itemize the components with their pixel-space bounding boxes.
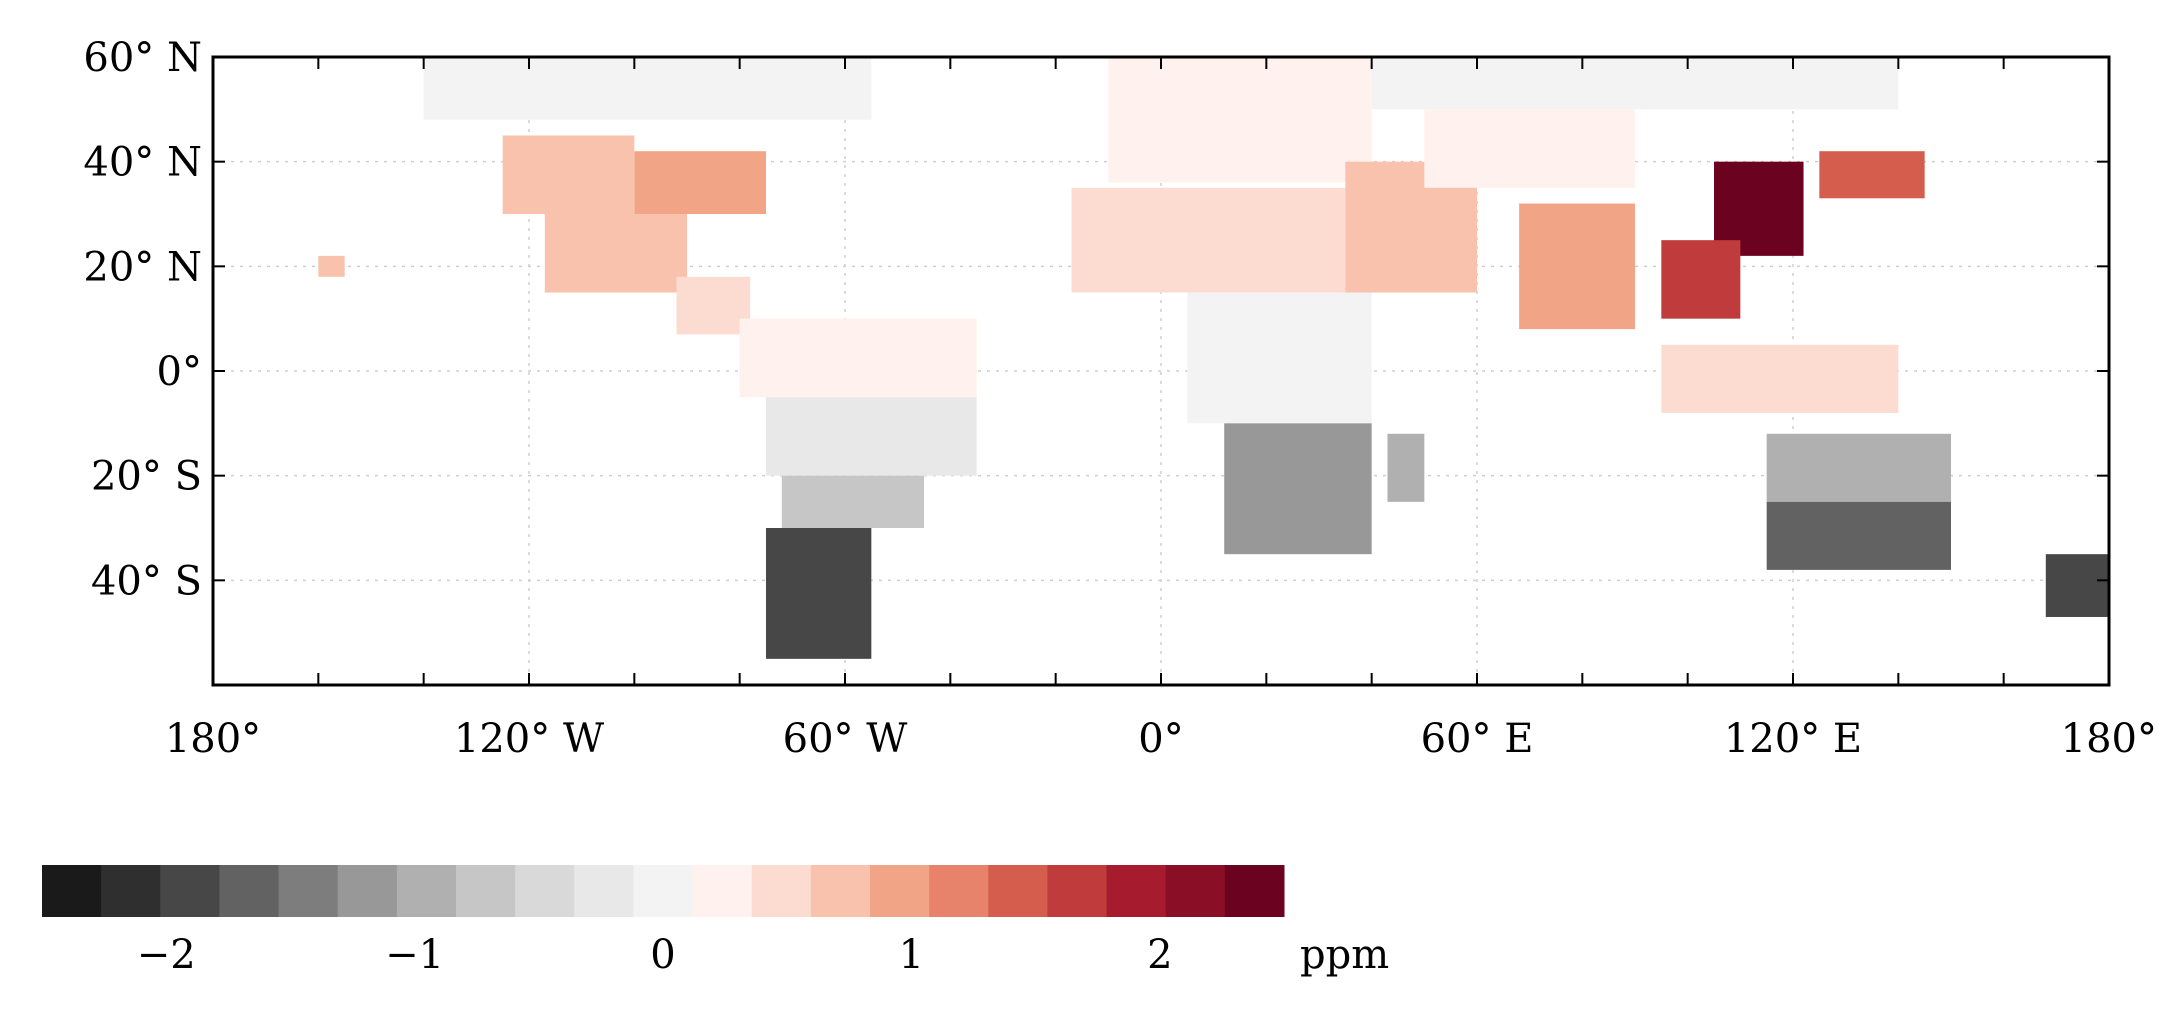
colorbar-swatch bbox=[1224, 865, 1285, 917]
colorbar-swatch bbox=[988, 865, 1048, 917]
colorbar-tick-label: −1 bbox=[385, 932, 444, 978]
colorbar-tick-label: 2 bbox=[1147, 932, 1172, 978]
lon-label: 120° E bbox=[1724, 716, 1862, 762]
lat-label: 40° S bbox=[91, 558, 202, 604]
region-russia bbox=[1371, 57, 1899, 110]
colorbar-swatch bbox=[456, 865, 516, 917]
region-argentina bbox=[766, 528, 872, 659]
region-usa-west bbox=[502, 135, 635, 214]
region-new-zealand bbox=[2045, 554, 2109, 617]
colorbar-tick-labels: −2 −1 0 1 2 bbox=[137, 932, 1173, 978]
colorbar-swatch bbox=[515, 865, 575, 917]
lon-label: 0° bbox=[1138, 716, 1183, 762]
region-south-america-north bbox=[739, 318, 977, 398]
colorbar-swatch bbox=[692, 865, 753, 917]
region-korea-japan bbox=[1819, 151, 1925, 199]
colorbar-swatch bbox=[1106, 865, 1167, 917]
lat-label: 0° bbox=[157, 349, 202, 395]
lat-label: 20° N bbox=[83, 244, 202, 290]
region-mexico bbox=[544, 214, 687, 293]
lon-label: 60° W bbox=[783, 716, 908, 762]
region-madagascar bbox=[1387, 433, 1425, 502]
region-hawaii bbox=[318, 255, 345, 277]
colorbar-swatch bbox=[278, 865, 339, 917]
region-brazil bbox=[766, 397, 977, 476]
colorbar-swatch bbox=[1165, 865, 1226, 917]
latitude-labels: 60° N 40° N 20° N 0° 20° S 40° S bbox=[83, 35, 202, 604]
lat-label: 20° S bbox=[91, 454, 202, 500]
region-europe bbox=[1108, 57, 1372, 183]
region-north-africa bbox=[1071, 187, 1346, 293]
region-indonesia bbox=[1661, 344, 1899, 413]
colorbar-swatch bbox=[160, 865, 220, 917]
colorbar-swatch bbox=[633, 865, 694, 917]
region-canada bbox=[423, 57, 872, 120]
longitude-labels: 180° 120° W 60° W 0° 60° E 120° E 180° bbox=[165, 716, 2157, 762]
colorbar-swatch bbox=[337, 865, 398, 917]
region-central-america bbox=[676, 276, 751, 335]
colorbar-swatch bbox=[810, 865, 871, 917]
lon-label: 120° W bbox=[454, 716, 604, 762]
lon-label: 60° E bbox=[1421, 716, 1534, 762]
colorbar-swatch bbox=[929, 865, 989, 917]
region-southern-africa bbox=[1224, 423, 1372, 555]
lat-label: 60° N bbox=[83, 35, 202, 81]
colorbar-swatches bbox=[42, 865, 1285, 917]
colorbar: −2 −1 0 1 2 ppm bbox=[42, 865, 1389, 978]
colorbar-swatch bbox=[219, 865, 280, 917]
colorbar-tick-label: −2 bbox=[137, 932, 196, 978]
colorbar-unit-label: ppm bbox=[1300, 932, 1389, 978]
colorbar-swatch bbox=[1047, 865, 1108, 917]
lat-label: 40° N bbox=[83, 140, 202, 186]
colorbar-swatch bbox=[870, 865, 930, 917]
region-australia-south bbox=[1766, 501, 1951, 570]
lon-label: 180° bbox=[165, 716, 261, 762]
colorbar-swatch bbox=[396, 865, 457, 917]
anomaly-regions bbox=[318, 57, 2109, 659]
region-south-china-indochina bbox=[1661, 240, 1741, 319]
region-central-africa bbox=[1187, 292, 1372, 424]
region-india bbox=[1519, 203, 1635, 330]
colorbar-swatch bbox=[101, 865, 161, 917]
lon-label: 180° bbox=[2061, 716, 2157, 762]
region-central-asia bbox=[1424, 109, 1635, 188]
colorbar-swatch bbox=[751, 865, 812, 917]
map-plot-area bbox=[211, 55, 2111, 687]
colorbar-swatch bbox=[42, 865, 102, 917]
region-usa-east bbox=[634, 151, 766, 214]
colorbar-tick-label: 0 bbox=[650, 932, 675, 978]
region-australia-north bbox=[1766, 433, 1951, 502]
region-south-america-mid bbox=[781, 475, 924, 528]
colorbar-tick-label: 1 bbox=[899, 932, 924, 978]
axis-ticks bbox=[212, 56, 2110, 686]
colorbar-swatch bbox=[574, 865, 634, 917]
